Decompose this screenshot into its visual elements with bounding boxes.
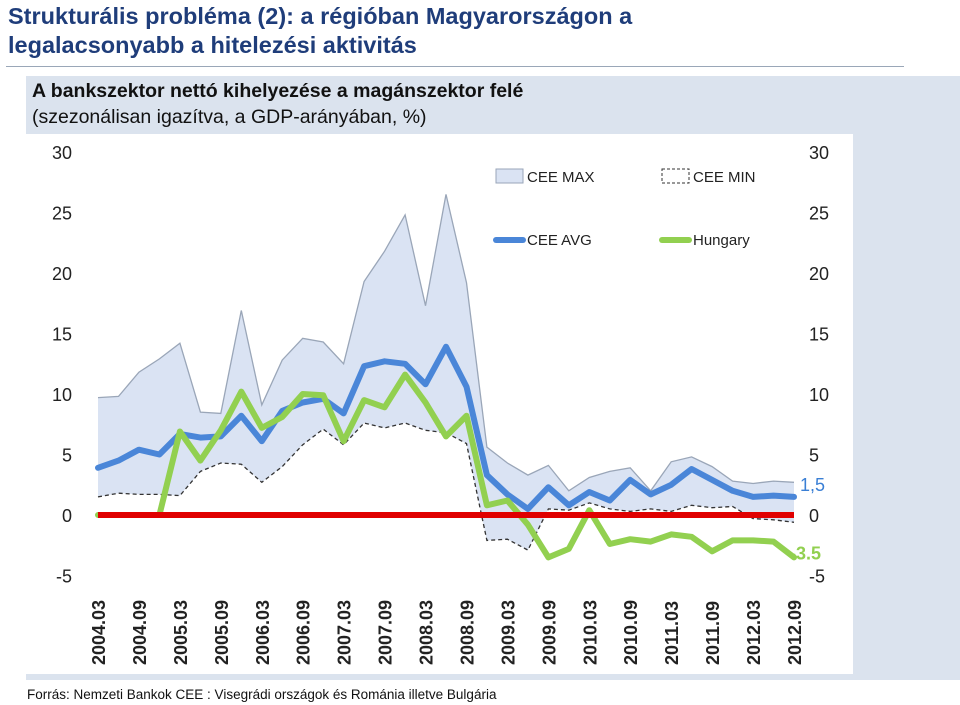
x-tick-label: 2008.03	[417, 600, 437, 665]
x-tick-label: 2006.09	[294, 600, 314, 665]
x-tick-label: 2012.09	[785, 600, 805, 665]
x-tick-label: 2011.03	[662, 601, 682, 665]
y-tick-label-left: 25	[52, 204, 72, 224]
y-tick-label-right: 5	[809, 446, 819, 466]
y-tick-label-right: -5	[809, 567, 825, 587]
x-tick-label: 2009.09	[539, 600, 559, 665]
y-tick-label-left: -5	[56, 567, 72, 587]
y-tick-label-right: 25	[809, 204, 829, 224]
cee-min-line	[97, 422, 795, 551]
y-tick-label-left: 20	[52, 264, 72, 284]
slide-title-line2: legalacsonyabb a hitelezési aktivitás	[8, 32, 417, 58]
y-tick-label-left: 0	[62, 506, 72, 526]
x-tick-label: 2009.03	[498, 600, 518, 665]
x-tick-label: 2005.09	[212, 600, 232, 665]
slide-title: Strukturális probléma (2): a régióban Ma…	[8, 2, 908, 60]
y-tick-label-left: 5	[62, 446, 72, 466]
x-tick-label: 2007.03	[335, 600, 355, 665]
x-tick-label: 2004.09	[130, 600, 150, 665]
slide-title-line1: Strukturális probléma (2): a régióban Ma…	[8, 3, 633, 29]
x-tick-label: 2006.03	[253, 600, 273, 665]
y-tick-label-right: 10	[809, 385, 829, 405]
x-tick-label: 2005.03	[171, 600, 191, 665]
x-tick-label: 2004.03	[89, 600, 109, 665]
plot-area: 1,5 -3.5 30 30 25 25 20 20 15 15 10 10 5 5 0 0 -5 -5 2004…	[26, 134, 853, 674]
y-tick-label-right: 20	[809, 264, 829, 284]
y-tick-label-right: 15	[809, 325, 829, 345]
x-tick-label: 2012.03	[744, 600, 764, 665]
x-tick-label: 2008.09	[457, 600, 477, 665]
chart-title: A bankszektor nettó kihelyezése a magáns…	[32, 80, 524, 102]
legend-label-cee-max: CEE MAX	[527, 169, 595, 186]
avg-end-label: 1,5	[800, 475, 825, 495]
cee-range-band	[98, 194, 794, 551]
line-chart: 1,5 -3.5 30 30 25 25 20 20 15 15 10 10 5 5 0 0 -5 -5 2004…	[52, 143, 829, 665]
x-tick-label: 2011.09	[703, 601, 723, 665]
x-tick-label: 2010.03	[580, 600, 600, 665]
y-tick-label-left: 10	[52, 385, 72, 405]
hungary-line	[95, 371, 797, 561]
y-tick-label-right: 0	[809, 506, 819, 526]
legend-label-cee-avg: CEE AVG	[527, 232, 592, 249]
legend-label-cee-min: CEE MIN	[693, 169, 756, 186]
x-tick-label: 2010.09	[621, 600, 641, 665]
legend-label-hungary: Hungary	[693, 232, 750, 249]
y-tick-label-right: 30	[809, 143, 829, 163]
hungary-end-label: -3.5	[790, 543, 821, 563]
cee-max-line	[97, 194, 795, 492]
title-divider	[6, 66, 904, 67]
chart-subtitle: (szezonálisan igazítva, a GDP-arányában,…	[32, 106, 427, 128]
legend-swatch-cee-min	[661, 168, 690, 184]
y-tick-label-left: 30	[52, 143, 72, 163]
legend-swatch-cee-max	[495, 168, 524, 184]
x-tick-label: 2007.09	[376, 600, 396, 665]
y-tick-label-left: 15	[52, 325, 72, 345]
source-note: Forrás: Nemzeti Bankok CEE : Visegrádi o…	[27, 687, 497, 702]
